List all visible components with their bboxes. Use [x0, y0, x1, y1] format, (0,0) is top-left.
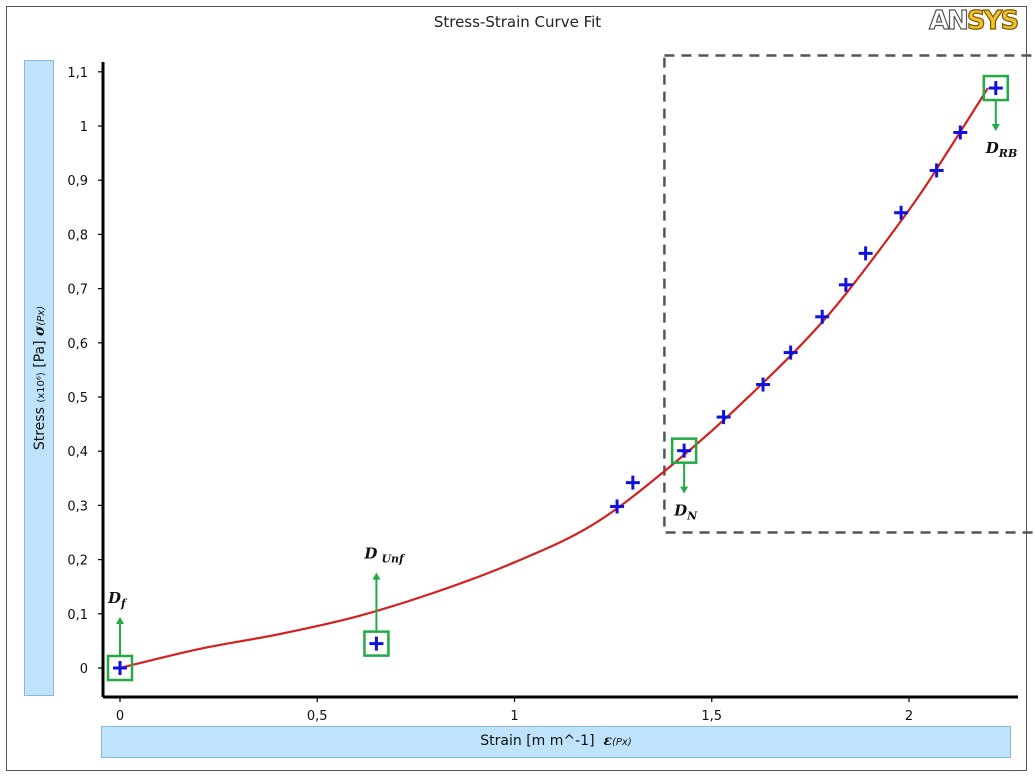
annotation-arrowhead: [372, 572, 381, 580]
data-point: [838, 277, 853, 292]
x-axis-symbol-sub: (Px): [611, 737, 632, 748]
y-tick-label: 1: [80, 120, 88, 135]
data-point: [929, 163, 944, 178]
annotation-n: DN: [670, 437, 698, 523]
data-point: [894, 205, 909, 220]
annotation-unf: D Unf: [363, 545, 406, 657]
data-point: [610, 499, 625, 514]
annotation-label-sub: f: [120, 597, 128, 610]
x-axis-symbol: ε: [603, 733, 612, 749]
data-point: [369, 636, 384, 651]
y-tick-label: 0,2: [67, 554, 88, 569]
y-tick-label: 0,4: [67, 445, 88, 460]
data-point: [988, 81, 1003, 96]
annotation-arrowhead: [991, 124, 1000, 132]
y-tick-label: 0,8: [67, 228, 88, 243]
y-tick-label: 0,3: [67, 499, 88, 514]
x-axis-label-bar: Strain [m m^-1] ε(Px): [101, 726, 1011, 758]
annotation-label-sub: Unf: [381, 553, 406, 566]
annotation-f: Df: [106, 589, 134, 682]
annotation-label-main: D: [363, 545, 377, 563]
y-tick-label: 1,1: [67, 66, 88, 81]
y-tick-label: 0: [80, 662, 88, 677]
data-point: [677, 443, 692, 458]
annotation-label: DRB: [985, 139, 1017, 160]
annotation-label-main: D: [985, 139, 999, 157]
y-tick-label: 0,9: [67, 174, 88, 189]
x-tick-label: 0: [116, 709, 124, 724]
annotation-label-main: D: [673, 502, 687, 520]
annotation-arrowhead: [116, 617, 124, 624]
y-axis-label-bar: [24, 60, 54, 696]
data-point: [858, 246, 873, 261]
ansys-logo: ANSYS: [928, 5, 1019, 36]
x-axis-label: Strain [m m^-1] ε(Px): [102, 733, 1010, 749]
annotation-box: [106, 654, 134, 682]
data-point: [625, 475, 640, 490]
x-tick-label: 1: [510, 709, 518, 724]
data-point: [783, 345, 798, 360]
annotation-label-sub: RB: [998, 147, 1017, 160]
y-tick-label: 0,7: [67, 283, 88, 298]
y-tick-label: 0,6: [67, 337, 88, 352]
annotation-box: [363, 630, 390, 657]
chart-frame: [6, 6, 1027, 771]
x-axis-unit: [m m^-1]: [526, 733, 595, 749]
x-axis-label-text: Strain: [480, 733, 522, 749]
annotation-rb: DRB: [982, 74, 1017, 160]
y-tick-label: 0,1: [67, 608, 88, 623]
y-tick-label: 0,5: [67, 391, 88, 406]
annotation-box: [670, 437, 698, 464]
annotation-box: [982, 74, 1010, 102]
data-point: [716, 410, 731, 425]
annotation-label: D Unf: [363, 545, 406, 566]
logo-part-sys: SYS: [966, 5, 1019, 36]
logo-part-an: AN: [928, 5, 969, 36]
x-tick-label: 1,5: [701, 709, 722, 724]
data-point: [815, 309, 830, 324]
annotation-label: DN: [673, 502, 698, 523]
annotation-arrowhead: [680, 486, 689, 494]
annotation-label-sub: N: [686, 510, 698, 523]
highlight-region-box: [663, 54, 1035, 534]
data-point: [113, 661, 127, 675]
annotation-label: Df: [107, 589, 128, 610]
data-point: [953, 125, 968, 140]
annotation-label-main: D: [107, 589, 121, 607]
chart-title: Stress-Strain Curve Fit: [433, 13, 602, 31]
x-tick-label: 2: [905, 709, 913, 724]
fit-curve-line: [119, 87, 989, 670]
data-point: [756, 377, 771, 392]
x-tick-label: 0,5: [307, 709, 328, 724]
